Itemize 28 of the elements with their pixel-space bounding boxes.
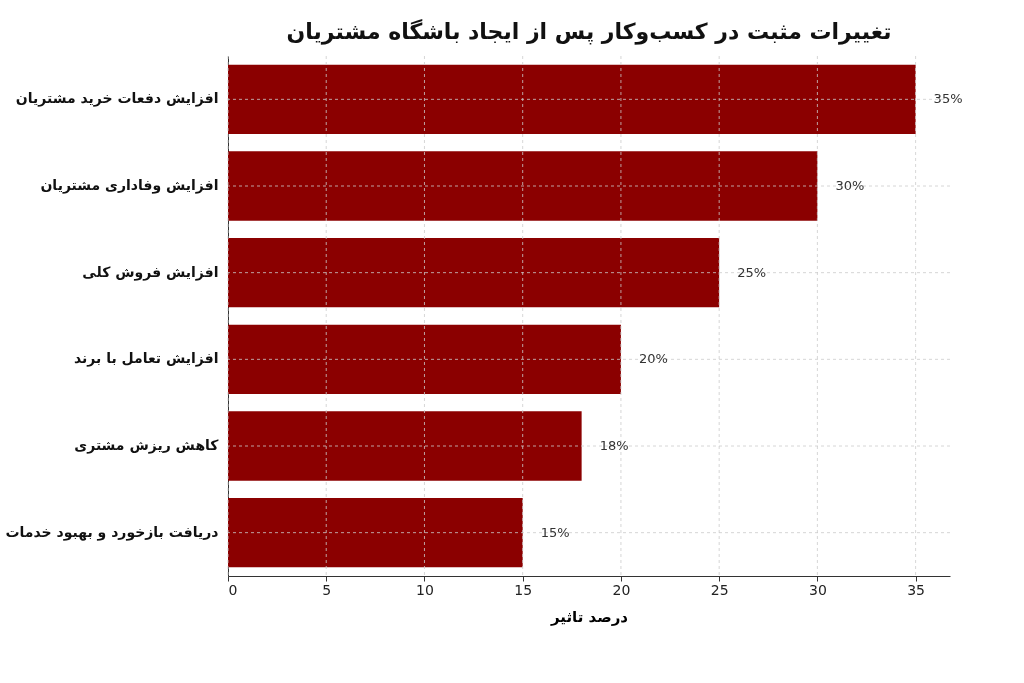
y-tick-label: کاهش ریزش مشتری — [74, 437, 220, 454]
y-tick-label: افزایش وفاداری مشتریان — [40, 177, 219, 194]
x-tick-label: 25 — [710, 581, 729, 598]
bar — [228, 324, 621, 394]
x-tick-label: 20 — [612, 581, 631, 598]
bar — [228, 64, 916, 134]
bar — [228, 151, 818, 221]
data-label: 25% — [737, 264, 767, 280]
data-label: 30% — [835, 178, 865, 193]
y-tick-label: افزایش دفعات خرید مشتریان — [15, 90, 219, 108]
bar — [228, 238, 720, 308]
bar — [228, 411, 582, 481]
x-tick-label: 30 — [808, 581, 827, 598]
x-tick-label: 35 — [907, 581, 926, 598]
data-label: 20% — [638, 351, 668, 367]
bar — [228, 498, 523, 568]
data-label: 35% — [933, 91, 963, 107]
data-label: 18% — [599, 438, 629, 453]
x-tick-label: 0 — [228, 581, 238, 598]
x-axis-title: درصد تاثیر — [549, 607, 629, 626]
x-tick-label: 15 — [514, 581, 533, 598]
y-tick-label: افزایش تعامل با برند — [73, 350, 219, 368]
x-tick-label: 5 — [322, 581, 332, 598]
data-label: 15% — [540, 524, 570, 540]
chart-title: تغییرات مثبت در کسب‌وکار پس از ایجاد باشگاه مشتریان — [286, 17, 892, 45]
y-tick-label: افزایش فروش کلی — [82, 263, 219, 281]
x-tick-label: 10 — [416, 581, 434, 598]
y-tick-label: دریافت بازخورد و بهبود خدمات — [5, 523, 219, 541]
